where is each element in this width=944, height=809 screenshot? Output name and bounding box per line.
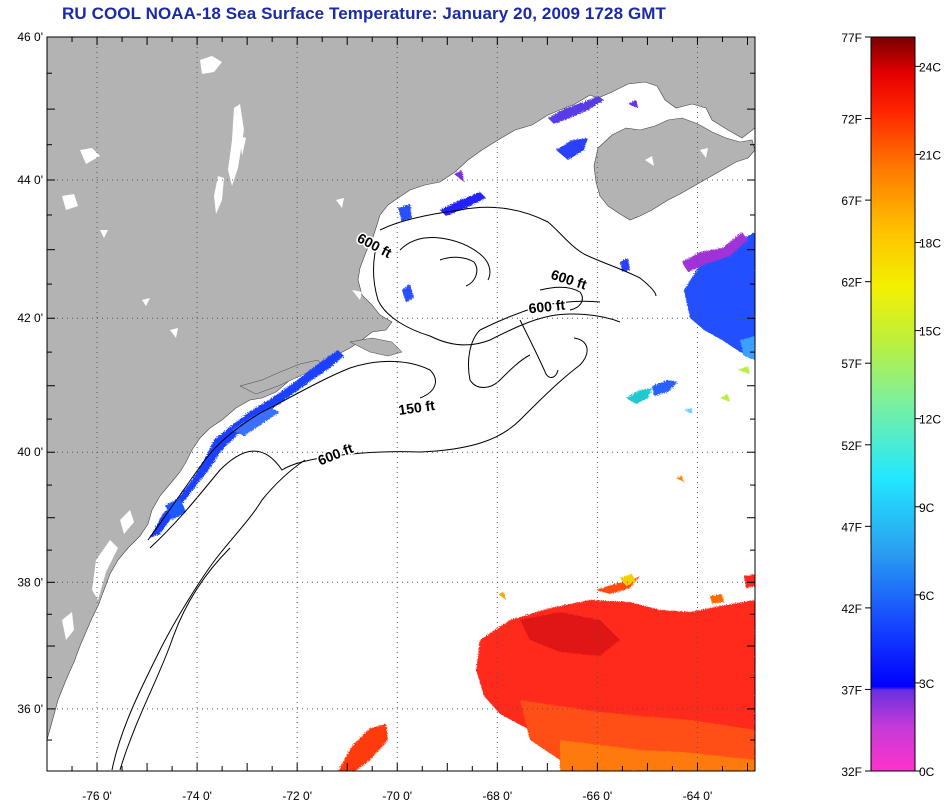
latitude-labels: 46 0' 44 0' 42 0' 40 0' 38 0' 36 0' [17,30,43,716]
longitude-labels: -76 0' -74 0' -72 0' -70 0' -68 0' -66 0' -64 … [82,789,712,803]
colorbar-f-label: 77F [841,31,862,45]
map-title: RU COOL NOAA-18 Sea Surface Temperature:… [62,4,667,23]
inland-water [62,56,708,640]
map-grid [47,37,755,771]
colorbar-c-label: 24C [919,60,941,74]
temperature-colorbar: 77F 72F 67F 62F 57F 52F 47F 42F 37F 32F 24C 21C 18C… [841,31,941,779]
lat-label: 46 0' [17,30,43,44]
colorbar-f-label: 62F [841,276,862,290]
colorbar-c-label: 15C [919,325,941,339]
map-ticks [47,36,755,771]
contour-label: 600 ft [528,297,566,317]
northeast-sst-patch [626,232,755,414]
colorbar-f-label: 57F [841,357,862,371]
colorbar-f-label: 47F [841,520,862,534]
land-mass [47,37,755,741]
lon-label: -68 0' [482,789,512,803]
colorbar-fahrenheit-labels: 77F 72F 67F 62F 57F 52F 47F 42F 37F 32F [841,31,871,779]
colorbar-c-label: 3C [919,677,935,691]
map-frame [46,36,756,772]
colorbar-f-label: 37F [841,683,862,697]
lon-label: -66 0' [583,789,613,803]
lon-label: -64 0' [683,789,713,803]
lat-label: 40 0' [17,445,43,459]
bathymetry-contours [111,206,657,771]
colorbar-c-label: 0C [919,765,935,779]
lon-label: -72 0' [282,789,312,803]
lat-label: 42 0' [17,311,43,325]
colorbar-f-label: 72F [841,113,862,127]
contour-label: 150 ft [397,397,436,418]
lon-label: -74 0' [182,789,212,803]
colorbar-c-label: 21C [919,148,941,162]
colorbar-gradient [870,36,916,772]
lon-label: -76 0' [82,789,112,803]
cold-sst-patches [150,96,638,538]
lon-label: -70 0' [382,789,412,803]
colorbar-c-label: 9C [919,501,935,515]
colorbar-celsius-labels: 24C 21C 18C 15C 12C 9C 6C 3C 0C [915,60,941,779]
colorbar-f-label: 32F [841,765,862,779]
colorbar-f-label: 42F [841,602,862,616]
colorbar-c-label: 6C [919,589,935,603]
lat-label: 44 0' [17,173,43,187]
colorbar-c-label: 18C [919,237,941,251]
colorbar-c-label: 12C [919,413,941,427]
lat-label: 36 0' [17,702,43,716]
warm-sst-patches [338,476,755,771]
lat-label: 38 0' [17,575,43,589]
colorbar-f-label: 52F [841,439,862,453]
colorbar-f-label: 67F [841,194,862,208]
